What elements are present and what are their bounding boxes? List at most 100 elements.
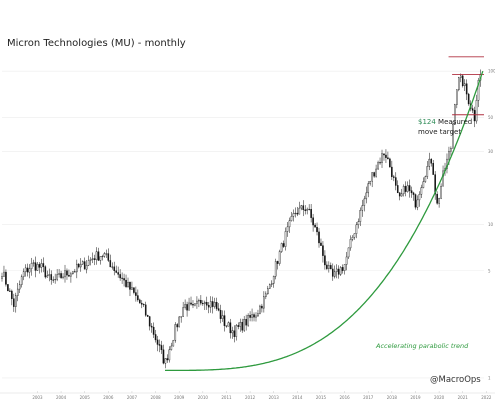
candle bbox=[186, 304, 188, 311]
candle bbox=[343, 264, 346, 271]
candle bbox=[215, 302, 218, 309]
candle bbox=[288, 220, 291, 228]
candle bbox=[135, 292, 137, 296]
candle bbox=[465, 83, 468, 95]
candle bbox=[412, 192, 415, 195]
candle bbox=[398, 192, 401, 197]
candle bbox=[416, 199, 419, 208]
target-label-line1: Measured bbox=[436, 118, 472, 126]
candle bbox=[44, 266, 47, 278]
candle bbox=[182, 307, 184, 317]
candle bbox=[152, 326, 155, 335]
candle bbox=[272, 276, 275, 284]
candle bbox=[144, 304, 147, 316]
candle bbox=[115, 270, 117, 273]
candle bbox=[229, 322, 232, 334]
x-tick-label: 2005 bbox=[80, 395, 91, 400]
candle bbox=[292, 213, 295, 217]
candle bbox=[274, 261, 277, 277]
x-tick-label: 2012 bbox=[245, 395, 256, 400]
candle bbox=[105, 253, 108, 255]
candle bbox=[450, 147, 452, 152]
candle bbox=[361, 205, 364, 211]
candle bbox=[28, 268, 31, 273]
x-tick-label: 2011 bbox=[221, 395, 232, 400]
candle bbox=[11, 290, 13, 299]
candle bbox=[241, 321, 244, 331]
candle bbox=[302, 205, 305, 210]
candle bbox=[42, 263, 45, 267]
candle bbox=[5, 271, 7, 285]
candle bbox=[74, 271, 76, 273]
candle bbox=[314, 224, 316, 228]
candle bbox=[257, 313, 259, 317]
candles bbox=[1, 69, 482, 369]
candle bbox=[448, 150, 450, 160]
candle bbox=[318, 231, 320, 244]
candle bbox=[316, 227, 318, 233]
candle bbox=[178, 316, 180, 328]
candle bbox=[255, 315, 257, 318]
candle bbox=[339, 267, 342, 275]
candle bbox=[420, 187, 423, 195]
candle bbox=[300, 205, 303, 209]
candle bbox=[404, 186, 407, 192]
x-tick-label: 2016 bbox=[340, 395, 351, 400]
candle bbox=[85, 265, 88, 270]
candle bbox=[276, 261, 279, 264]
trend-curve bbox=[165, 70, 484, 372]
candle bbox=[219, 309, 222, 319]
candle bbox=[475, 100, 478, 122]
candle bbox=[231, 330, 234, 334]
candle bbox=[141, 302, 143, 305]
candle bbox=[119, 274, 121, 279]
candle bbox=[68, 274, 70, 277]
candle bbox=[20, 276, 23, 285]
x-tick-label: 2003 bbox=[32, 395, 43, 400]
candle bbox=[284, 231, 287, 247]
x-axis: 2003 2004 2005 2006 2007 2008 2009 2010 2011 2012… bbox=[0, 391, 495, 400]
candle bbox=[83, 261, 86, 270]
y-tick-label: 1 bbox=[488, 375, 491, 380]
candle bbox=[223, 315, 226, 326]
candle bbox=[14, 295, 17, 307]
candle bbox=[123, 278, 125, 281]
x-tick-label: 2013 bbox=[269, 395, 280, 400]
candle bbox=[127, 282, 129, 287]
chart-title: Micron Technologies (MU) - monthly bbox=[7, 38, 186, 49]
candle bbox=[426, 166, 429, 177]
candle bbox=[77, 263, 80, 268]
candle bbox=[324, 255, 326, 266]
x-tick-label: 2008 bbox=[150, 395, 161, 400]
candle bbox=[18, 284, 21, 290]
candle bbox=[60, 273, 62, 278]
target-price: $124 bbox=[418, 118, 436, 126]
candle bbox=[322, 245, 324, 256]
candle bbox=[442, 170, 444, 187]
candle bbox=[373, 172, 375, 177]
y-tick-label: 50 bbox=[488, 115, 494, 120]
candle bbox=[263, 296, 265, 309]
candle bbox=[452, 124, 454, 149]
candle bbox=[227, 322, 230, 327]
x-tick-label: 2009 bbox=[174, 395, 185, 400]
candle bbox=[190, 302, 192, 305]
candle bbox=[156, 339, 159, 345]
candle bbox=[249, 314, 251, 318]
x-tick-label: 2007 bbox=[127, 395, 138, 400]
candle bbox=[129, 282, 131, 290]
candle bbox=[180, 316, 182, 318]
y-tick-label: 30 bbox=[488, 149, 494, 154]
candle bbox=[225, 325, 228, 327]
candle bbox=[64, 270, 66, 278]
candle bbox=[107, 253, 110, 261]
candle bbox=[414, 194, 417, 208]
candle bbox=[467, 93, 470, 105]
candle bbox=[328, 265, 330, 269]
x-tick-label: 2015 bbox=[316, 395, 327, 400]
candle bbox=[261, 305, 263, 309]
candle bbox=[243, 319, 245, 331]
candle bbox=[280, 243, 283, 252]
candle bbox=[154, 334, 157, 341]
candle bbox=[369, 181, 371, 184]
